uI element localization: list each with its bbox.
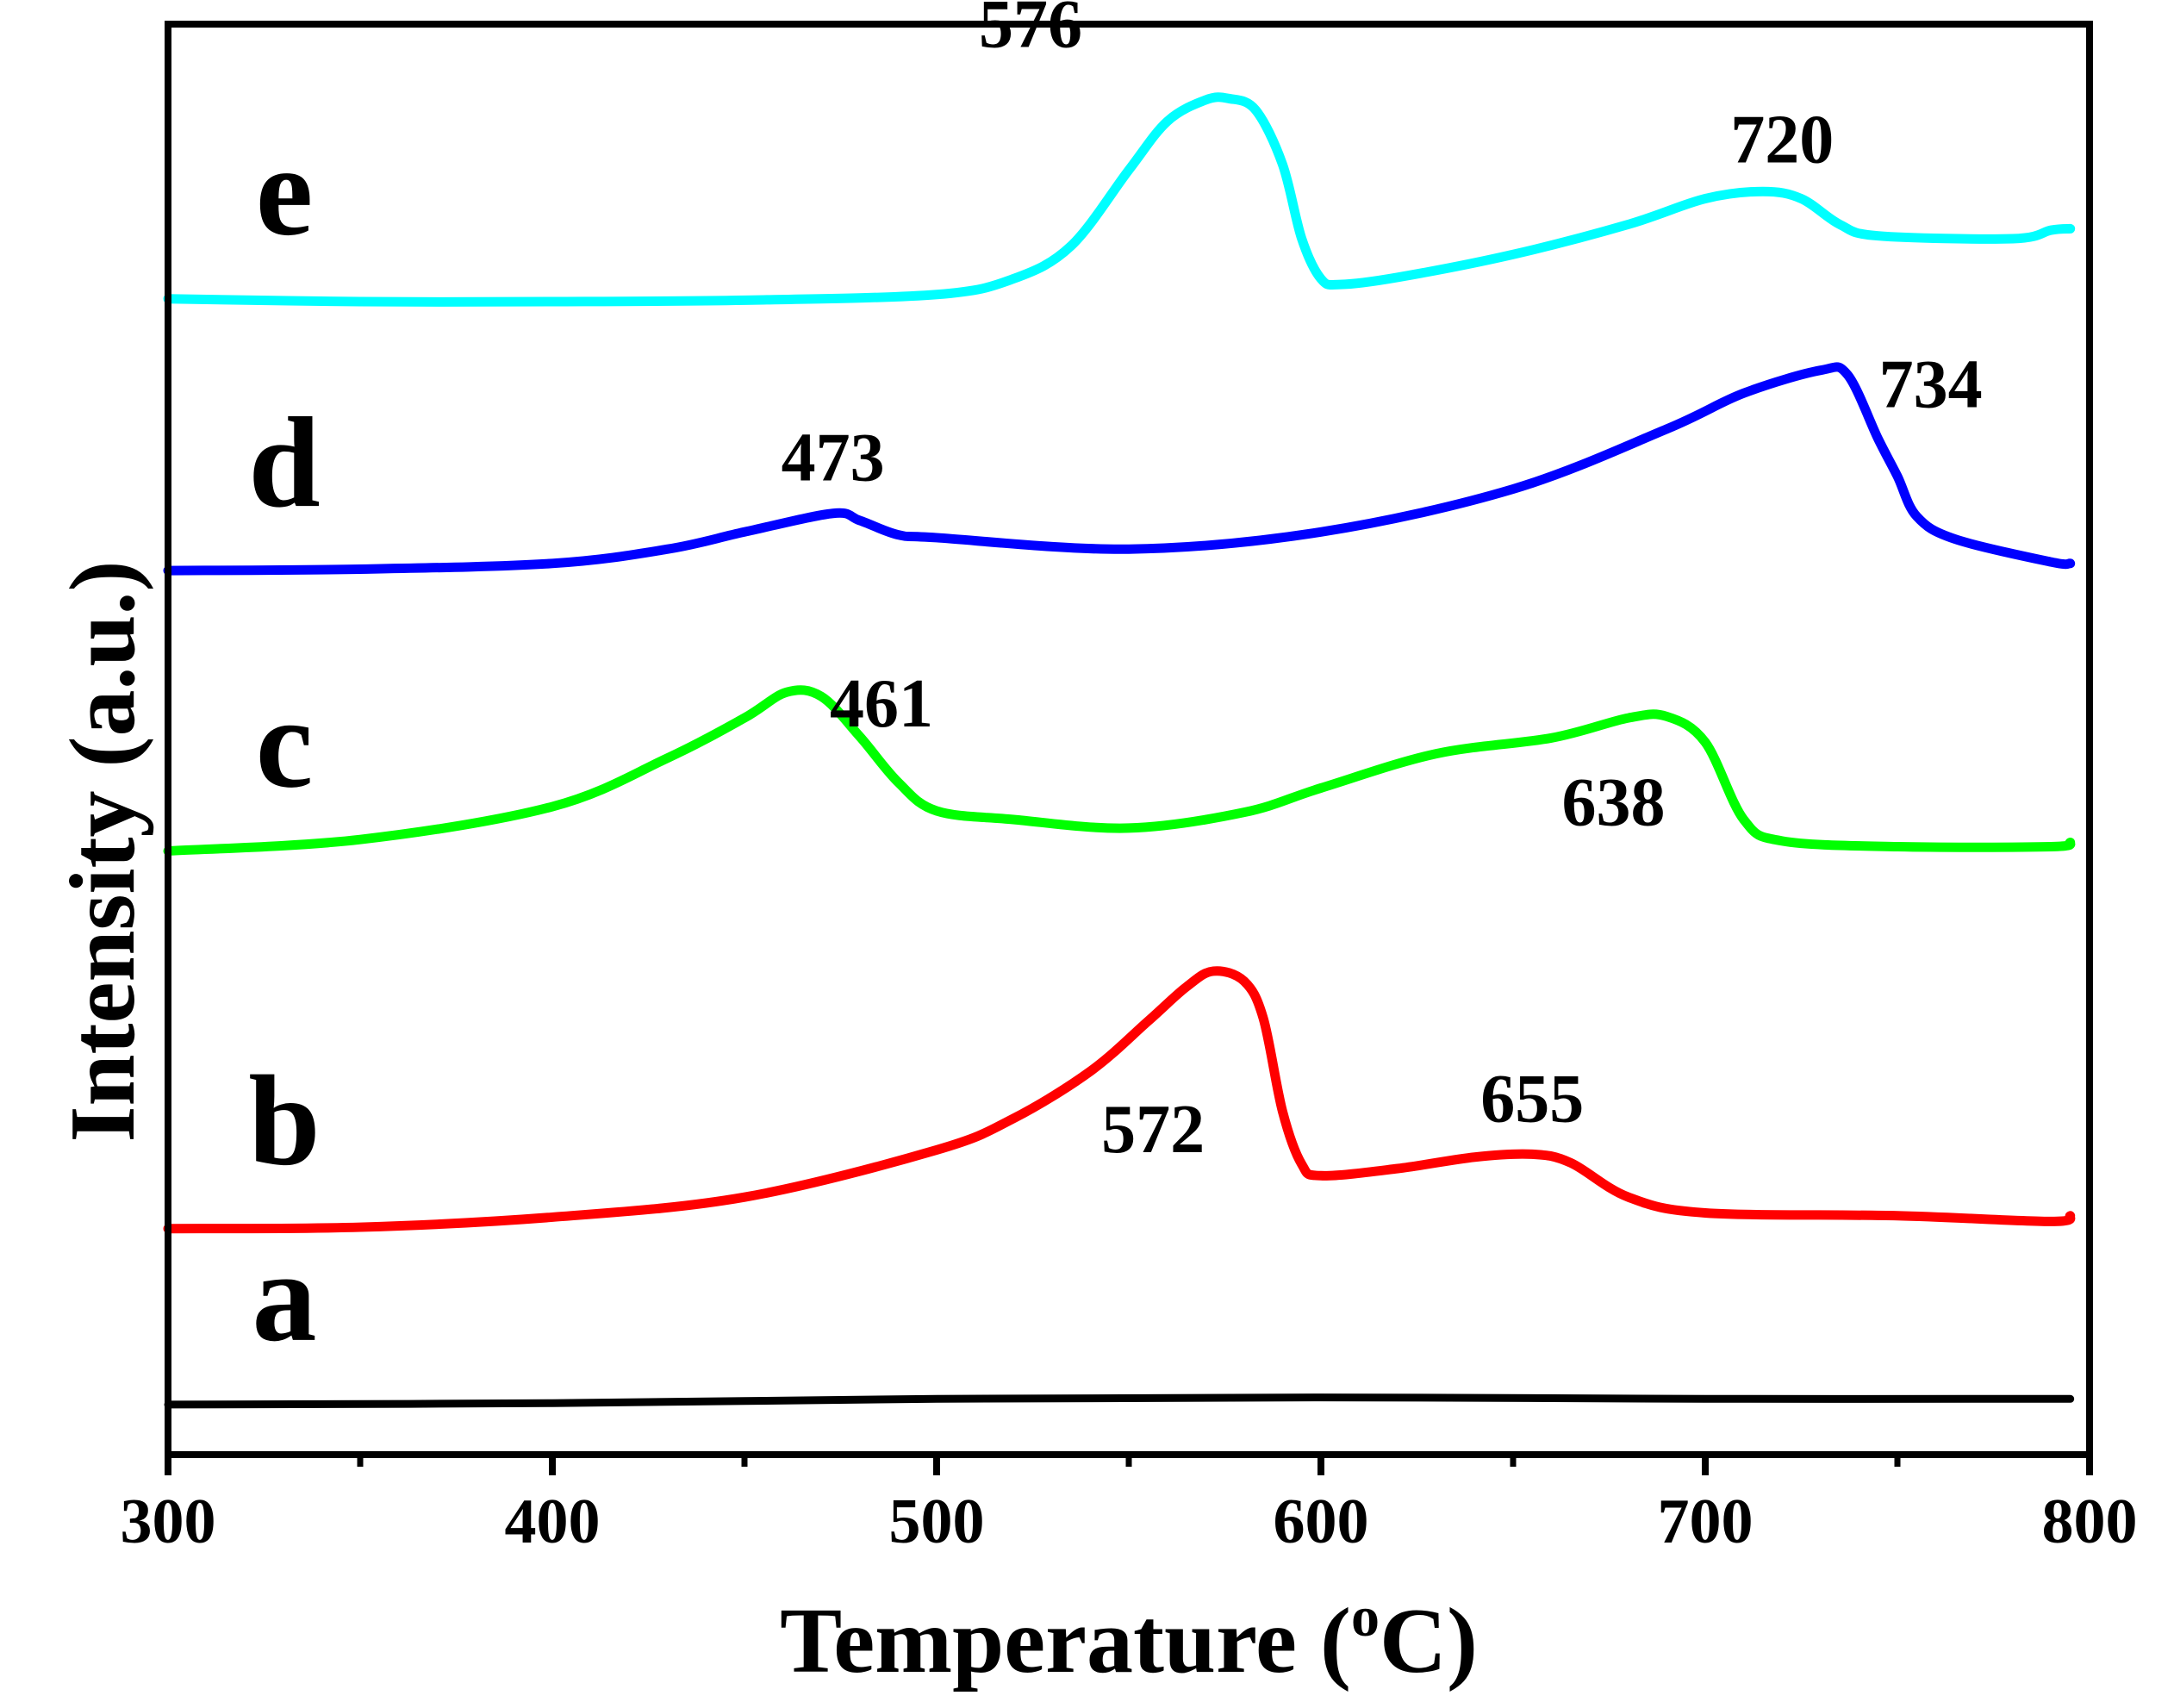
series-d-label: d: [248, 391, 320, 534]
series-d-line: [163, 362, 2076, 576]
x-ticks-layer: [165, 1455, 2093, 1475]
series-a-line: [164, 1393, 2075, 1409]
x-tick-label: 600: [1274, 1487, 1369, 1557]
series-b-label: b: [248, 1050, 320, 1193]
curves-layer: [163, 92, 2076, 1409]
x-tick-label: 800: [2042, 1487, 2138, 1557]
peak-label-c-461: 461: [830, 666, 933, 742]
series-e-label: e: [256, 120, 314, 263]
x-tick-label: 300: [121, 1487, 216, 1557]
curve-labels-layer: ab cde: [248, 120, 320, 1368]
x-tick-label: 500: [889, 1487, 985, 1557]
series-e-line: [163, 92, 2076, 307]
peak-labels-layer: 572 655 461 638 473 734 576 720: [782, 0, 1983, 1168]
x-axis-label-end: C): [1380, 1590, 1478, 1692]
peak-label-e-576: 576: [979, 0, 1082, 62]
peak-label-e-720: 720: [1730, 102, 1834, 178]
x-tick-labels-layer: 300 400 500 600 700 800: [121, 1487, 2138, 1557]
series-c-line: [163, 685, 2076, 856]
peak-label-d-734: 734: [1879, 347, 1983, 423]
peak-label-b-572: 572: [1101, 1092, 1205, 1168]
x-axis-label-main: Temperature (: [780, 1590, 1351, 1692]
x-axis-label-superscript: o: [1351, 1586, 1380, 1649]
plot-frame: [165, 21, 2093, 1458]
x-tick-label: 700: [1658, 1487, 1754, 1557]
x-axis-label: Temperature (oC): [780, 1586, 1478, 1692]
peak-label-c-638: 638: [1561, 765, 1665, 841]
series-a-label: a: [252, 1225, 317, 1368]
x-tick-label: 400: [505, 1487, 601, 1557]
y-axis-label: Intensity (a.u.): [52, 560, 154, 1142]
series-c-label: c: [256, 671, 314, 814]
series-b-line: [163, 966, 2076, 1234]
peak-label-b-655: 655: [1480, 1061, 1584, 1137]
peak-label-d-473: 473: [782, 421, 885, 496]
